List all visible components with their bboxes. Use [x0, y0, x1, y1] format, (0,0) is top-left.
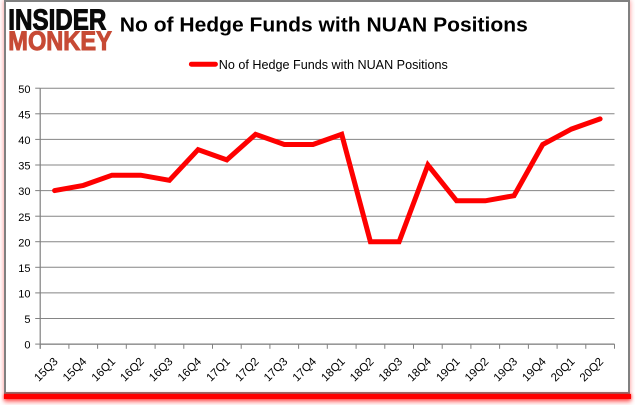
svg-text:MONKEY: MONKEY [8, 26, 112, 56]
svg-text:16Q1: 16Q1 [90, 356, 118, 384]
svg-text:17Q1: 17Q1 [205, 356, 233, 384]
svg-text:45: 45 [18, 109, 30, 121]
svg-text:15Q4: 15Q4 [61, 355, 90, 384]
svg-text:No of Hedge Funds with NUAN Po: No of Hedge Funds with NUAN Positions [219, 57, 448, 72]
svg-text:40: 40 [18, 135, 30, 147]
svg-text:18Q2: 18Q2 [348, 356, 376, 384]
svg-text:15Q3: 15Q3 [32, 356, 60, 384]
svg-text:0: 0 [24, 340, 30, 352]
svg-text:5: 5 [24, 314, 30, 326]
svg-text:19Q4: 19Q4 [520, 355, 549, 384]
svg-text:10: 10 [18, 289, 30, 301]
svg-text:17Q3: 17Q3 [262, 356, 290, 384]
svg-text:16Q3: 16Q3 [147, 356, 175, 384]
svg-text:50: 50 [18, 84, 30, 96]
svg-text:20Q2: 20Q2 [578, 356, 606, 384]
svg-text:15: 15 [18, 263, 30, 275]
svg-text:16Q2: 16Q2 [118, 356, 146, 384]
svg-text:18Q3: 18Q3 [377, 356, 405, 384]
svg-text:35: 35 [18, 161, 30, 173]
svg-text:No of Hedge Funds with NUAN Po: No of Hedge Funds with NUAN Positions [120, 14, 528, 37]
svg-text:16Q4: 16Q4 [176, 355, 205, 384]
svg-text:19Q1: 19Q1 [434, 356, 462, 384]
svg-text:20Q1: 20Q1 [549, 356, 577, 384]
svg-text:19Q3: 19Q3 [492, 356, 520, 384]
svg-text:20: 20 [18, 237, 30, 249]
svg-text:18Q1: 18Q1 [319, 356, 347, 384]
svg-text:17Q2: 17Q2 [233, 356, 261, 384]
svg-text:19Q2: 19Q2 [463, 356, 491, 384]
svg-text:30: 30 [18, 186, 30, 198]
svg-text:18Q4: 18Q4 [406, 355, 435, 384]
svg-text:17Q4: 17Q4 [291, 355, 320, 384]
svg-text:INSIDER: INSIDER [8, 4, 106, 36]
svg-text:25: 25 [18, 212, 30, 224]
